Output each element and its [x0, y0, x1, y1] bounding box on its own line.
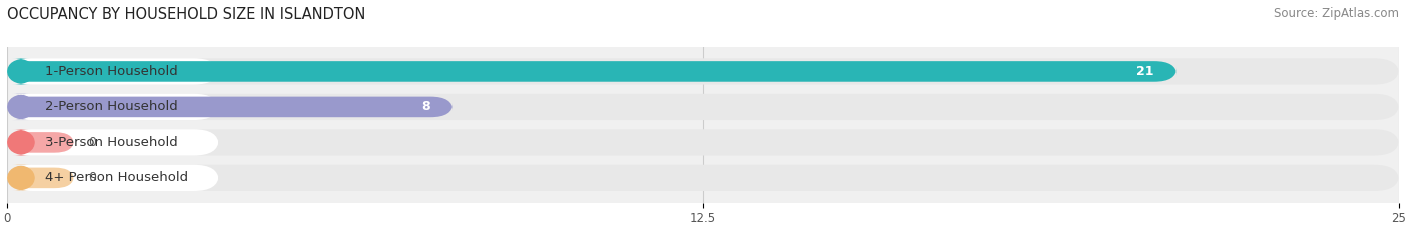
Text: 0: 0 [87, 171, 96, 184]
FancyBboxPatch shape [7, 165, 218, 191]
FancyBboxPatch shape [7, 61, 1177, 82]
Text: 4+ Person Household: 4+ Person Household [45, 171, 188, 184]
FancyBboxPatch shape [7, 94, 35, 120]
FancyBboxPatch shape [7, 132, 75, 153]
FancyBboxPatch shape [7, 97, 453, 117]
FancyBboxPatch shape [7, 58, 218, 85]
FancyBboxPatch shape [7, 165, 35, 191]
Text: 1-Person Household: 1-Person Household [45, 65, 177, 78]
FancyBboxPatch shape [7, 58, 1399, 85]
FancyBboxPatch shape [7, 94, 1399, 120]
Text: Source: ZipAtlas.com: Source: ZipAtlas.com [1274, 7, 1399, 20]
FancyBboxPatch shape [7, 94, 218, 120]
FancyBboxPatch shape [7, 58, 35, 85]
FancyBboxPatch shape [7, 129, 35, 155]
Text: 21: 21 [1136, 65, 1154, 78]
Text: 8: 8 [422, 100, 430, 113]
FancyBboxPatch shape [7, 168, 75, 188]
Text: 0: 0 [87, 136, 96, 149]
Text: 3-Person Household: 3-Person Household [45, 136, 177, 149]
Text: 2-Person Household: 2-Person Household [45, 100, 177, 113]
FancyBboxPatch shape [7, 129, 218, 155]
FancyBboxPatch shape [7, 165, 1399, 191]
FancyBboxPatch shape [7, 129, 1399, 155]
Text: OCCUPANCY BY HOUSEHOLD SIZE IN ISLANDTON: OCCUPANCY BY HOUSEHOLD SIZE IN ISLANDTON [7, 7, 366, 22]
